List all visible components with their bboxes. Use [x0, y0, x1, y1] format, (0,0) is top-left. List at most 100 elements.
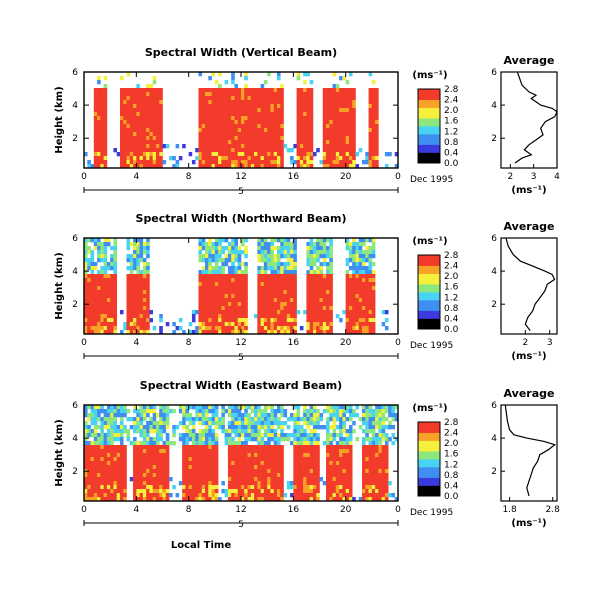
avg-x-axis-label: (ms⁻¹)	[511, 185, 546, 196]
heatmap-cell	[335, 461, 340, 466]
panels-group: Spectral Width (Vertical Beam)642Height …	[54, 46, 560, 551]
heatmap-cell	[149, 469, 153, 474]
heatmap-cell	[270, 318, 275, 323]
heatmap-cell	[126, 92, 131, 97]
heatmap-cell	[221, 92, 225, 97]
heatmap-cell	[234, 413, 239, 418]
heatmap-cell	[267, 278, 271, 283]
heatmap-cell	[129, 286, 134, 291]
heatmap-cell	[159, 425, 163, 430]
heatmap-cell	[342, 128, 346, 133]
heatmap-cell	[227, 278, 232, 283]
heatmap-cell	[365, 433, 369, 438]
heatmap-cell	[97, 493, 101, 498]
heatmap-cell	[106, 314, 111, 319]
heatmap-cell	[231, 112, 235, 117]
heatmap-cell	[254, 485, 258, 490]
heatmap-cell	[273, 88, 278, 93]
heatmap-cell	[123, 453, 127, 458]
heatmap-cell	[348, 405, 353, 410]
heatmap-cell	[381, 489, 386, 494]
heatmap-cell	[211, 278, 216, 283]
heatmap-cell	[205, 148, 209, 153]
heatmap-cell	[231, 441, 235, 446]
heatmap-cell	[237, 302, 242, 307]
heatmap-cell	[155, 140, 160, 145]
heatmap-cell	[267, 310, 271, 315]
heatmap-cell	[146, 322, 150, 327]
heatmap-cell	[146, 310, 150, 315]
heatmap-cell	[188, 445, 193, 450]
heatmap-cell	[159, 124, 163, 129]
heatmap-cell	[136, 445, 140, 450]
heatmap-cell	[103, 262, 108, 267]
heatmap-cell	[339, 489, 343, 494]
heatmap-cell	[123, 489, 127, 494]
heatmap-cell	[231, 453, 235, 458]
heatmap-cell	[123, 322, 127, 327]
heatmap-cell	[375, 457, 379, 462]
heatmap-cell	[227, 298, 232, 303]
heatmap-cell	[221, 417, 225, 422]
heatmap-cell	[339, 413, 343, 418]
heatmap-cell	[345, 258, 350, 263]
heatmap-cell	[142, 298, 147, 303]
heatmap-cell	[267, 140, 271, 145]
heatmap-cell	[237, 449, 242, 454]
heatmap-cell	[241, 290, 245, 295]
heatmap-cell	[97, 270, 101, 275]
heatmap-cell	[97, 298, 101, 303]
heatmap-cell	[381, 445, 386, 450]
heatmap-cell	[260, 493, 265, 498]
heatmap-cell	[211, 246, 216, 251]
heatmap-cell	[146, 108, 150, 113]
heatmap-cell	[133, 310, 137, 315]
heatmap-cell	[214, 310, 219, 315]
heatmap-cell	[231, 282, 235, 287]
heatmap-cell	[110, 453, 114, 458]
heatmap-cell	[123, 457, 127, 462]
heatmap-cell	[155, 477, 160, 482]
heatmap-cell	[329, 409, 333, 414]
heatmap-cell	[260, 254, 265, 259]
heatmap-cell	[84, 425, 88, 430]
heatmap-cell	[365, 152, 369, 157]
heatmap-cell	[133, 302, 137, 307]
heatmap-cell	[208, 421, 212, 426]
colorbar-swatch	[418, 118, 440, 122]
heatmap-cell	[205, 421, 209, 426]
heatmap-cell	[106, 318, 111, 323]
colorbar-swatch	[418, 451, 440, 455]
heatmap-cell	[312, 246, 317, 251]
heatmap-cell	[312, 421, 317, 426]
heatmap-cell	[218, 164, 222, 169]
heatmap-cell	[237, 453, 242, 458]
heatmap-cell	[358, 238, 363, 243]
heatmap-cell	[293, 322, 297, 327]
heatmap-cell	[100, 132, 104, 137]
heatmap-cell	[293, 242, 297, 247]
x-tick-label: 20	[340, 172, 352, 182]
heatmap-cell	[231, 481, 235, 486]
heatmap-cell	[97, 290, 101, 295]
heatmap-cell	[231, 485, 235, 490]
heatmap-cell	[93, 429, 98, 434]
heatmap-cell	[329, 242, 333, 247]
heatmap-cell	[100, 441, 104, 446]
heatmap-cell	[224, 262, 229, 267]
heatmap-cell	[296, 461, 301, 466]
heatmap-cell	[149, 425, 153, 430]
heatmap-cell	[103, 156, 108, 161]
heatmap-cell	[276, 270, 281, 275]
heatmap-cell	[254, 112, 258, 117]
heatmap-cell	[129, 282, 134, 287]
heatmap-cell	[224, 306, 229, 311]
heatmap-cell	[355, 152, 360, 157]
heatmap-cell	[218, 96, 222, 101]
heatmap-cell	[309, 96, 314, 101]
heatmap-cell	[106, 278, 111, 283]
heatmap-cell	[273, 318, 278, 323]
heatmap-cell	[149, 116, 153, 121]
heatmap-cell	[280, 318, 284, 323]
heatmap-cell	[142, 136, 147, 141]
